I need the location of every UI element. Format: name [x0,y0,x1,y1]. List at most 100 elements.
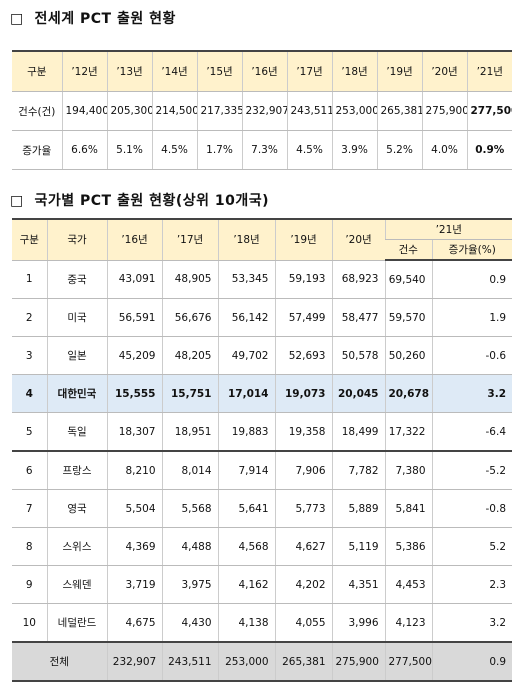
cell: 45,209 [106,336,162,375]
header-cell: ’15년 [196,51,242,92]
cell: 4,055 [274,603,332,643]
cell: 2.3 [431,565,513,604]
cell: 7,782 [331,451,385,490]
cell: 4,568 [217,527,275,566]
cell: 5,889 [331,489,385,528]
cell: 전체 [12,641,107,682]
cell: 5,568 [161,489,218,528]
cell: 4,123 [384,603,432,643]
cell: 232,907 [241,91,287,131]
cell: 4.5% [286,130,332,170]
cell: -0.8 [431,489,513,528]
cell: 15,555 [106,374,162,413]
cell: 58,477 [331,298,385,337]
section-title: □ 국가별 PCT 출원 현황(상위 10개국) [10,193,270,209]
cell: 4,202 [274,565,332,604]
cell: 217,335 [196,91,242,131]
header-cell: ’19년 [376,51,422,92]
total-row: 전체 232,907 243,511 253,000 265,381 275,900 277… [12,641,513,682]
cell: 265,381 [376,91,422,131]
cell: 243,511 [286,91,332,131]
cell: 205,300 [106,91,152,131]
cell: 5.1% [106,130,152,170]
data-row: 1 중국 43,091 48,905 53,345 59,193 68,923 69,540 0… [12,260,513,299]
data-row: 증가율 6.6% 5.1% 4.5% 1.7% 7.3% 4.5% 3.9% 5.2% 4.0% 0… [12,130,512,170]
cell: 2 [12,298,47,337]
cell: 49,702 [217,336,275,375]
cell: 265,381 [274,641,332,682]
header-cell: ’16년 [241,51,287,92]
data-row: 2 미국 56,591 56,676 56,142 57,499 58,477 59,570 1… [12,298,513,337]
cell: 277,500 [466,91,512,131]
cell: 194,400 [61,91,107,131]
cell: 5,841 [384,489,432,528]
cell: 4 [12,374,47,413]
cell: 5,119 [331,527,385,566]
cell: 7,906 [274,451,332,490]
cell: 독일 [46,412,107,452]
cell: 영국 [46,489,107,528]
cell: 3.2 [431,603,513,643]
cell: 53,345 [217,260,275,299]
cell: 18,951 [161,412,218,452]
cell: -0.6 [431,336,513,375]
data-row: 건수(건) 194,400 205,300 214,500 217,335 232,907… [12,91,512,131]
cell: 6 [12,451,47,490]
cell: 50,578 [331,336,385,375]
header-cell: ’16년 [106,219,162,261]
cell: 0.9 [431,641,513,682]
cell: 20,678 [384,374,432,413]
cell: 8,210 [106,451,162,490]
cell: 56,142 [217,298,275,337]
cell: 214,500 [151,91,197,131]
cell: 18,307 [106,412,162,452]
cell: 5.2% [376,130,422,170]
header-cell: ’21년 [466,51,512,92]
cell: 0.9 [431,260,513,299]
header-cell: ’20년 [421,51,467,92]
header-cell: ’21년 [384,219,513,240]
cell: 1.7% [196,130,242,170]
cell: 275,900 [421,91,467,131]
cell: 4,351 [331,565,385,604]
cell: 4,675 [106,603,162,643]
header-cell: ’18년 [331,51,377,92]
header-cell: ’17년 [286,51,332,92]
cell: 7,380 [384,451,432,490]
cell: 17,014 [217,374,275,413]
cell: 57,499 [274,298,332,337]
cell: 4,488 [161,527,218,566]
cell: 스웨덴 [46,565,107,604]
cell: 4,162 [217,565,275,604]
data-row: 7 영국 5,504 5,568 5,641 5,773 5,889 5,841 -0.8 [12,489,513,528]
subheader-row: 건수 증가율(%) [12,239,513,261]
cell: 중국 [46,260,107,299]
cell: 50,260 [384,336,432,375]
cell: 3,975 [161,565,218,604]
data-row: 10 네덜란드 4,675 4,430 4,138 4,055 3,996 4,123 3.2 [12,603,513,643]
header-cell: ’12년 [61,51,107,92]
cell: -5.2 [431,451,513,490]
cell: 미국 [46,298,107,337]
cell: 7.3% [241,130,287,170]
cell: 48,905 [161,260,218,299]
cell: 56,591 [106,298,162,337]
cell: 5,641 [217,489,275,528]
header-cell: ’19년 [274,219,332,261]
cell: 275,900 [331,641,385,682]
header-cell: ’18년 [217,219,275,261]
cell: 5,504 [106,489,162,528]
cell: 1 [12,260,47,299]
data-row: 6 프랑스 8,210 8,014 7,914 7,906 7,782 7,380 -5.2 [12,451,513,490]
cell: 3,996 [331,603,385,643]
data-row: 8 스위스 4,369 4,488 4,568 4,627 5,119 5,386 5.2 [12,527,513,566]
cell: 18,499 [331,412,385,452]
cell: 3.2 [431,374,513,413]
cell: 5,773 [274,489,332,528]
cell: 17,322 [384,412,432,452]
cell: 253,000 [331,91,377,131]
cell: 네덜란드 [46,603,107,643]
cell: 52,693 [274,336,332,375]
cell: 43,091 [106,260,162,299]
